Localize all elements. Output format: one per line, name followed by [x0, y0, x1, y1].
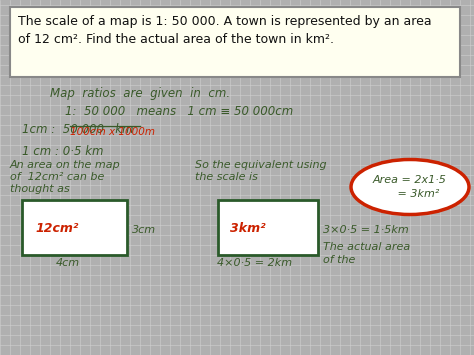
Text: The scale of a map is 1: 50 000. A town is represented by an area: The scale of a map is 1: 50 000. A town …	[18, 15, 432, 28]
Text: 4cm: 4cm	[56, 258, 80, 268]
Text: of the: of the	[323, 255, 356, 265]
Bar	[218, 200, 318, 255]
Bar	[22, 200, 127, 255]
Text: 1:  50 000   means   1 cm ≡ 50 000cm: 1: 50 000 means 1 cm ≡ 50 000cm	[65, 105, 293, 118]
Text: Area = 2x1·5: Area = 2x1·5	[373, 175, 447, 185]
Text: 4×0·5 = 2km: 4×0·5 = 2km	[218, 258, 292, 268]
Text: 100cm x 1000m: 100cm x 1000m	[70, 127, 155, 137]
Text: the scale is: the scale is	[195, 172, 258, 182]
Text: of  12cm² can be: of 12cm² can be	[10, 172, 104, 182]
Text: 3km²: 3km²	[230, 222, 265, 235]
FancyBboxPatch shape	[10, 7, 460, 77]
Text: Map  ratios  are  given  in  cm.: Map ratios are given in cm.	[50, 87, 230, 100]
Text: 3cm: 3cm	[132, 225, 156, 235]
Text: of 12 cm². Find the actual area of the town in km².: of 12 cm². Find the actual area of the t…	[18, 33, 334, 46]
Text: 1cm :  50 000   km: 1cm : 50 000 km	[22, 123, 134, 136]
Text: thought as: thought as	[10, 184, 70, 194]
Text: 12cm²: 12cm²	[35, 222, 78, 235]
Text: So the equivalent using: So the equivalent using	[195, 160, 327, 170]
Text: 3×0·5 = 1·5km: 3×0·5 = 1·5km	[323, 225, 409, 235]
Ellipse shape	[351, 159, 469, 214]
Text: The actual area: The actual area	[323, 242, 410, 252]
Text: An area on the map: An area on the map	[10, 160, 121, 170]
Text: 1 cm : 0·5 km: 1 cm : 0·5 km	[22, 145, 103, 158]
Text: = 3km²: = 3km²	[380, 189, 440, 199]
